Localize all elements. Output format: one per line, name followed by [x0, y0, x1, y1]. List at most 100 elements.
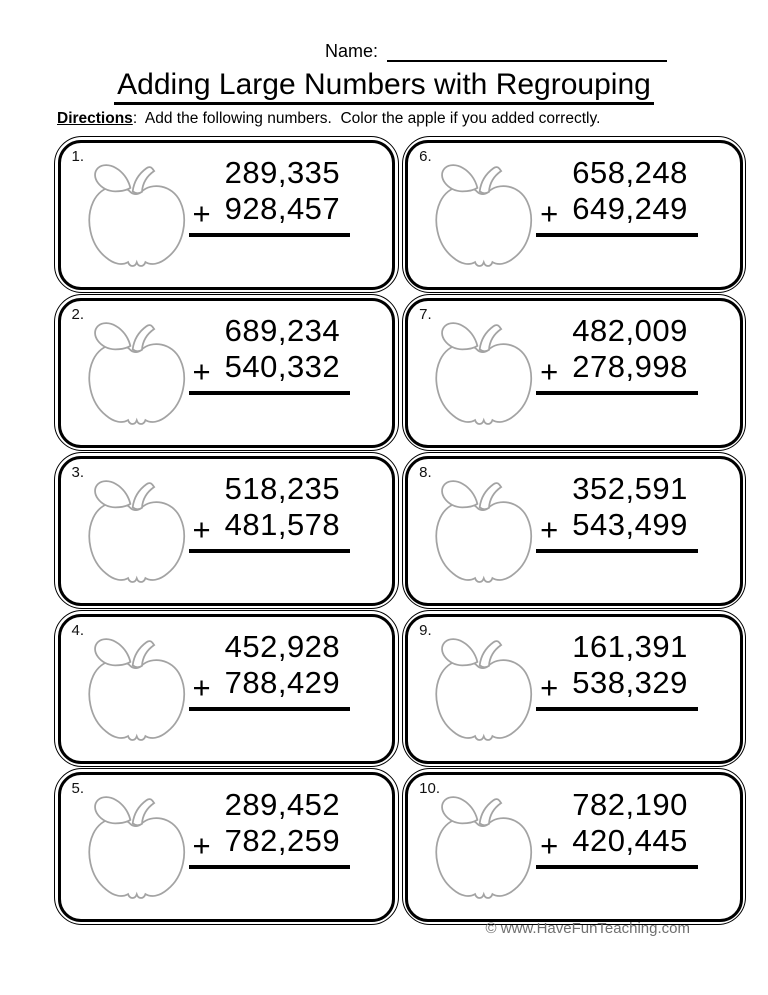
addition-problem-stack: 352,591 + 543,499 — [536, 470, 698, 603]
problem-card-outer-border: 7. 482,009 + 278,998 — [401, 294, 747, 451]
name-blank-line — [387, 42, 667, 62]
addition-problem-stack: 452,928 + 788,429 — [188, 629, 351, 761]
addition-problem: 518,235 + 481,578 — [188, 459, 393, 603]
addend-bottom-row: + 928,457 — [193, 190, 341, 231]
problem-card: 1. 289,335 + 928,457 — [57, 139, 396, 290]
addend-bottom-row: + 278,998 — [540, 348, 688, 389]
addition-problem-stack: 689,234 + 540,332 — [188, 312, 351, 445]
addend-bottom-row: + 649,249 — [540, 190, 688, 231]
problem-card-outer-border: 9. 161,391 + 538,329 — [401, 610, 747, 767]
addend-top: 352,591 — [572, 470, 688, 506]
addend-bottom: 481,578 — [224, 506, 341, 542]
problem-number: 5. — [71, 779, 85, 797]
addend-bottom: 543,499 — [572, 506, 688, 542]
problem-number: 8. — [419, 463, 432, 481]
apple-outline-icon — [87, 795, 185, 899]
addition-problem: 782,190 + 420,445 — [536, 775, 740, 919]
addition-problem-stack: 782,190 + 420,445 — [536, 786, 698, 919]
problem-number: 4. — [71, 621, 85, 639]
apple-outline-icon — [435, 321, 533, 425]
addend-top: 289,452 — [224, 786, 341, 822]
addend-top: 161,391 — [572, 628, 688, 664]
apple-outline-icon — [87, 163, 185, 267]
problem-number: 7. — [419, 305, 432, 323]
apple-outline-icon — [435, 163, 533, 267]
sum-answer-line — [188, 706, 351, 711]
addend-bottom-row: + 538,329 — [540, 664, 688, 705]
addend-bottom-row: + 788,429 — [193, 664, 341, 705]
problem-card-outer-border: 4. 452,928 + 788,429 — [54, 610, 399, 767]
addition-problem-stack: 658,248 + 649,249 — [536, 154, 698, 287]
addition-problem-stack: 289,335 + 928,457 — [188, 154, 351, 287]
sum-answer-line — [536, 548, 698, 553]
apple-outline-icon — [435, 479, 533, 583]
problem-number: 2. — [71, 305, 85, 323]
plus-operator: + — [192, 827, 211, 863]
apple-outline-icon — [435, 795, 533, 899]
title-row: Adding Large Numbers with Regrouping — [0, 68, 768, 105]
addition-problem-stack: 289,452 + 782,259 — [188, 786, 351, 919]
addend-bottom: 928,457 — [224, 190, 341, 226]
apple-outline-icon — [87, 637, 185, 741]
addend-bottom-row: + 782,259 — [193, 823, 341, 863]
problem-card: 3. 518,235 + 481,578 — [57, 455, 396, 606]
sum-answer-line — [188, 232, 351, 237]
problem-number: 10. — [419, 779, 441, 797]
addend-bottom: 420,445 — [572, 822, 688, 858]
problem-card-outer-border: 6. 658,248 + 649,249 — [401, 136, 747, 293]
directions-text: : Add the following numbers. Color the a… — [132, 110, 601, 127]
plus-operator: + — [192, 353, 211, 389]
problem-card: 7. 482,009 + 278,998 — [405, 297, 743, 448]
problem-card: 8. 352,591 + 543,499 — [405, 455, 743, 606]
plus-operator: + — [192, 511, 211, 547]
addition-problem: 482,009 + 278,998 — [536, 301, 740, 445]
problem-card-outer-border: 1. 289,335 + 928,457 — [54, 136, 399, 293]
name-label: Name: — [324, 41, 378, 61]
directions: Directions: Add the following numbers. C… — [57, 110, 768, 128]
addend-top: 289,335 — [224, 154, 341, 190]
addend-bottom: 540,332 — [224, 348, 341, 384]
sum-answer-line — [536, 706, 698, 711]
addition-problem: 289,335 + 928,457 — [188, 143, 393, 287]
addend-bottom: 538,329 — [572, 664, 688, 700]
addend-top: 658,248 — [572, 154, 688, 190]
problem-card: 9. 161,391 + 538,329 — [405, 613, 743, 764]
addend-top: 689,234 — [224, 312, 341, 348]
problem-card-outer-border: 8. 352,591 + 543,499 — [401, 452, 747, 609]
addend-bottom-row: + 420,445 — [540, 822, 688, 863]
addition-problem: 452,928 + 788,429 — [188, 617, 393, 761]
sum-answer-line — [536, 864, 698, 869]
problem-number: 9. — [419, 621, 432, 639]
addition-problem: 352,591 + 543,499 — [536, 459, 740, 603]
plus-operator: + — [540, 669, 559, 705]
addend-top: 482,009 — [572, 312, 688, 348]
addition-problem: 161,391 + 538,329 — [536, 617, 740, 761]
addend-bottom: 788,429 — [224, 664, 341, 700]
sum-answer-line — [536, 390, 698, 395]
addition-problem: 689,234 + 540,332 — [188, 301, 393, 445]
problem-card: 2. 689,234 + 540,332 — [57, 297, 396, 448]
addend-top: 782,190 — [572, 786, 688, 822]
plus-operator: + — [540, 195, 559, 231]
addend-bottom: 649,249 — [572, 190, 688, 226]
problem-card: 4. 452,928 + 788,429 — [57, 613, 396, 764]
addend-bottom-row: + 481,578 — [193, 506, 341, 547]
addend-bottom: 278,998 — [572, 348, 688, 384]
addition-problem: 289,452 + 782,259 — [188, 775, 393, 919]
name-row: Name: — [0, 0, 768, 62]
addition-problem-stack: 482,009 + 278,998 — [536, 312, 698, 445]
addend-bottom-row: + 540,332 — [193, 348, 341, 389]
problem-number: 6. — [419, 147, 432, 165]
problem-card: 10. 782,190 + 420,445 — [405, 771, 743, 922]
copyright-notice: © www.HaveFunTeaching.com — [485, 920, 690, 937]
problems-grid: 1. 289,335 + 928,457 2. — [54, 136, 747, 925]
problem-card: 5. 289,452 + 782,259 — [57, 771, 396, 922]
directions-label: Directions — [57, 110, 133, 127]
apple-outline-icon — [87, 479, 185, 583]
problem-card-outer-border: 3. 518,235 + 481,578 — [54, 452, 399, 609]
sum-answer-line — [188, 864, 351, 869]
name-field-group: Name: — [325, 40, 667, 62]
plus-operator: + — [192, 195, 211, 231]
addend-top: 518,235 — [224, 470, 341, 506]
problem-number: 1. — [71, 147, 85, 165]
